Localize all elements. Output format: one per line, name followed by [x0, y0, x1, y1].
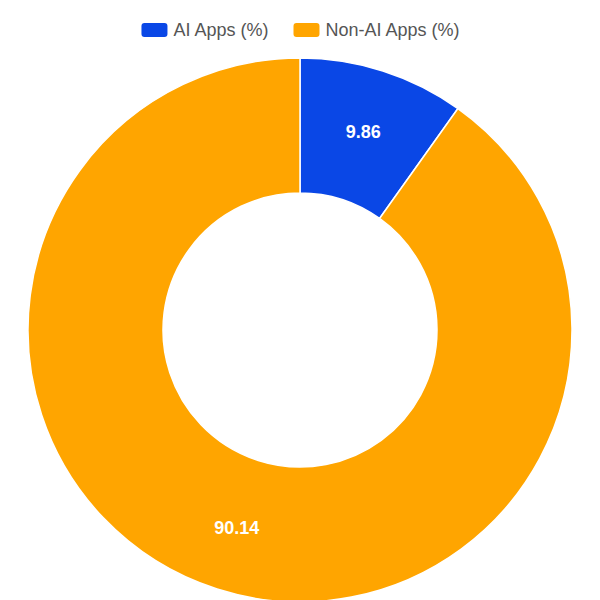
svg-text:90.14: 90.14	[214, 518, 259, 538]
svg-text:Non-AI Apps (%): Non-AI Apps (%)	[325, 20, 459, 40]
svg-text:9.86: 9.86	[346, 122, 381, 142]
svg-text:AI Apps (%): AI Apps (%)	[173, 20, 268, 40]
